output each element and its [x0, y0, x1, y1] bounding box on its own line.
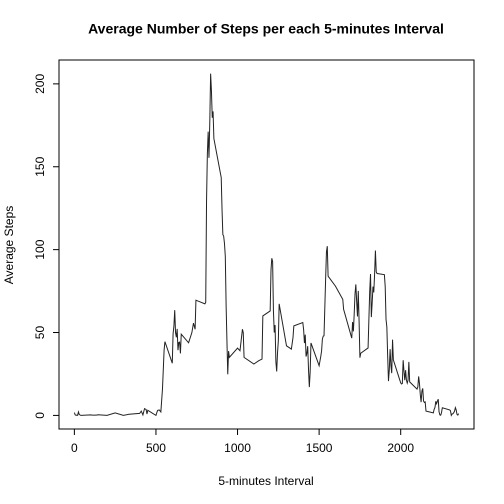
x-tick-label: 500 [146, 441, 166, 455]
x-axis-label: 5-minutes Interval [218, 474, 313, 488]
y-tick-label: 0 [33, 412, 47, 419]
x-tick-label: 1500 [306, 441, 333, 455]
x-tick-label: 0 [71, 441, 78, 455]
x-tick-label: 1000 [224, 441, 251, 455]
plot-frame [58, 59, 475, 430]
y-axis-label: Average Steps [2, 206, 16, 285]
y-tick-label: 100 [33, 239, 47, 259]
y-tick-label: 150 [33, 156, 47, 176]
x-tick-label: 2000 [387, 441, 414, 455]
y-tick-label: 200 [33, 74, 47, 94]
data-line [73, 73, 460, 417]
y-tick-label: 50 [33, 326, 47, 340]
chart-title: Average Number of Steps per each 5-minut… [88, 21, 444, 37]
